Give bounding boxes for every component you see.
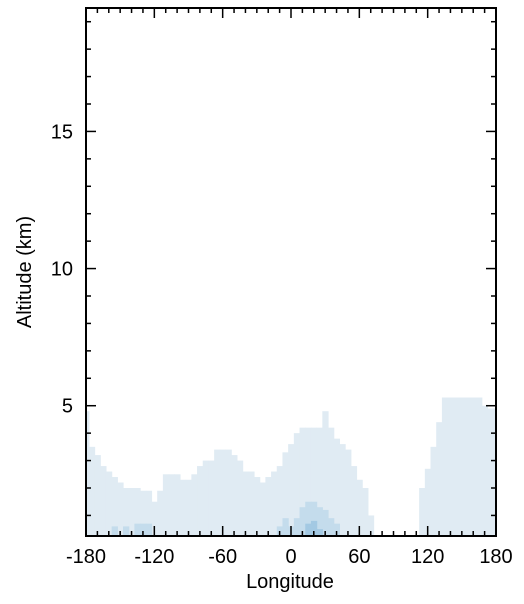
heatmap-cell xyxy=(339,444,346,536)
heatmap-cell xyxy=(168,474,175,536)
x-tick-label: 0 xyxy=(285,546,296,568)
heatmap-cell xyxy=(145,490,153,536)
heatmap-cell xyxy=(236,460,244,536)
heatmap-cell xyxy=(145,523,153,536)
heatmap-cell xyxy=(225,449,232,536)
x-tick-label: -120 xyxy=(134,546,174,568)
heatmap-cell xyxy=(265,477,272,536)
heatmap-cell xyxy=(333,438,340,536)
y-tick-label: 15 xyxy=(51,121,73,143)
heatmap-cell xyxy=(197,466,204,536)
heatmap-cell xyxy=(157,490,164,536)
x-tick-label: 120 xyxy=(411,546,444,568)
heatmap-cell xyxy=(345,449,352,536)
heatmap-cell xyxy=(316,427,323,536)
heatmap-cell xyxy=(271,471,278,536)
heatmap-cell xyxy=(128,488,135,536)
heatmap-cell xyxy=(476,397,483,536)
heatmap-cell xyxy=(88,446,96,536)
heatmap-cell xyxy=(310,520,318,536)
heatmap-cell xyxy=(185,479,192,536)
heatmap-cell xyxy=(430,446,437,536)
heatmap-cell xyxy=(242,471,249,536)
plot-frame xyxy=(85,7,497,537)
heatmap-cell xyxy=(299,507,306,536)
heatmap-cell xyxy=(282,518,289,536)
heatmap-cell xyxy=(86,411,90,536)
heatmap-cell xyxy=(282,452,289,536)
heatmap-cell xyxy=(208,460,215,536)
heatmap-cell xyxy=(248,471,255,536)
heatmap-cell xyxy=(288,444,295,536)
heatmap-cell xyxy=(316,507,323,536)
heatmap-cell xyxy=(328,518,335,536)
heatmap-cell xyxy=(367,515,375,536)
heatmap-cell xyxy=(305,501,312,536)
heatmap-cell xyxy=(174,474,181,536)
heatmap-cell xyxy=(111,526,118,536)
heatmap-cell xyxy=(487,408,494,536)
heatmap-cell xyxy=(470,397,477,536)
heatmap-cell xyxy=(151,501,158,536)
heatmap-cell xyxy=(305,427,312,536)
heatmap-cell xyxy=(191,474,198,536)
x-tick-label: 60 xyxy=(348,546,370,568)
x-tick-label: -180 xyxy=(66,546,106,568)
heatmap-cell xyxy=(362,488,369,536)
heatmap-cells xyxy=(86,397,497,536)
heatmap-cell xyxy=(458,397,466,536)
heatmap-cell xyxy=(453,397,460,536)
heatmap-cell xyxy=(493,408,497,536)
heatmap-cell xyxy=(123,488,130,536)
heatmap-cell xyxy=(293,518,301,536)
heatmap-cell xyxy=(436,422,443,536)
heatmap-cell xyxy=(441,397,449,536)
heatmap-cell xyxy=(214,449,221,536)
heatmap-cell xyxy=(316,529,323,536)
heatmap-cell xyxy=(123,526,130,536)
heatmap-cell xyxy=(219,449,227,536)
heatmap-cell xyxy=(333,523,340,536)
heatmap-cell xyxy=(134,523,141,536)
x-tick-labels: -180 -120 -60 0 60 120 180 xyxy=(66,546,513,568)
heatmap-cell xyxy=(162,474,170,536)
heatmap-cell xyxy=(424,468,432,536)
heatmap-cell xyxy=(305,523,312,536)
x-tick-label: -60 xyxy=(208,546,237,568)
heatmap-cell xyxy=(293,433,301,536)
y-axis-label: Altitude (km) xyxy=(14,216,36,328)
heatmap-cell xyxy=(134,488,141,536)
heatmap-cell xyxy=(464,397,471,536)
heatmap-cell xyxy=(356,479,363,536)
heatmap-cell xyxy=(276,466,284,536)
heatmap-cell xyxy=(100,466,107,536)
y-tick-labels: 5 10 15 xyxy=(51,121,73,417)
x-axis-label: Longitude xyxy=(246,571,334,593)
heatmap-cell xyxy=(140,490,147,536)
heatmap-cell xyxy=(310,501,318,536)
x-tick-label: 180 xyxy=(479,546,512,568)
heatmap-cell xyxy=(350,466,358,536)
heatmap-cell xyxy=(111,477,118,536)
heatmap-cell xyxy=(322,411,329,536)
heatmap-cell xyxy=(105,471,113,536)
heatmap-cell xyxy=(117,482,124,536)
heatmap-cell xyxy=(259,482,266,536)
heatmap-cell xyxy=(94,455,101,536)
heatmap-cell xyxy=(299,427,306,536)
y-tick-label: 10 xyxy=(51,259,73,281)
heatmap-cell xyxy=(253,477,261,536)
y-tick-label: 5 xyxy=(62,396,73,418)
heatmap-cell xyxy=(447,397,454,536)
heatmap-cell xyxy=(179,479,187,536)
heatmap-cell xyxy=(481,405,489,536)
heatmap-cell xyxy=(231,455,238,536)
heatmap-cell xyxy=(202,460,210,536)
heatmap-cell xyxy=(322,509,329,536)
heatmap-cell xyxy=(140,523,147,536)
heatmap-cell xyxy=(328,427,335,536)
heatmap-cell xyxy=(419,488,426,536)
heatmap-cell xyxy=(310,427,318,536)
